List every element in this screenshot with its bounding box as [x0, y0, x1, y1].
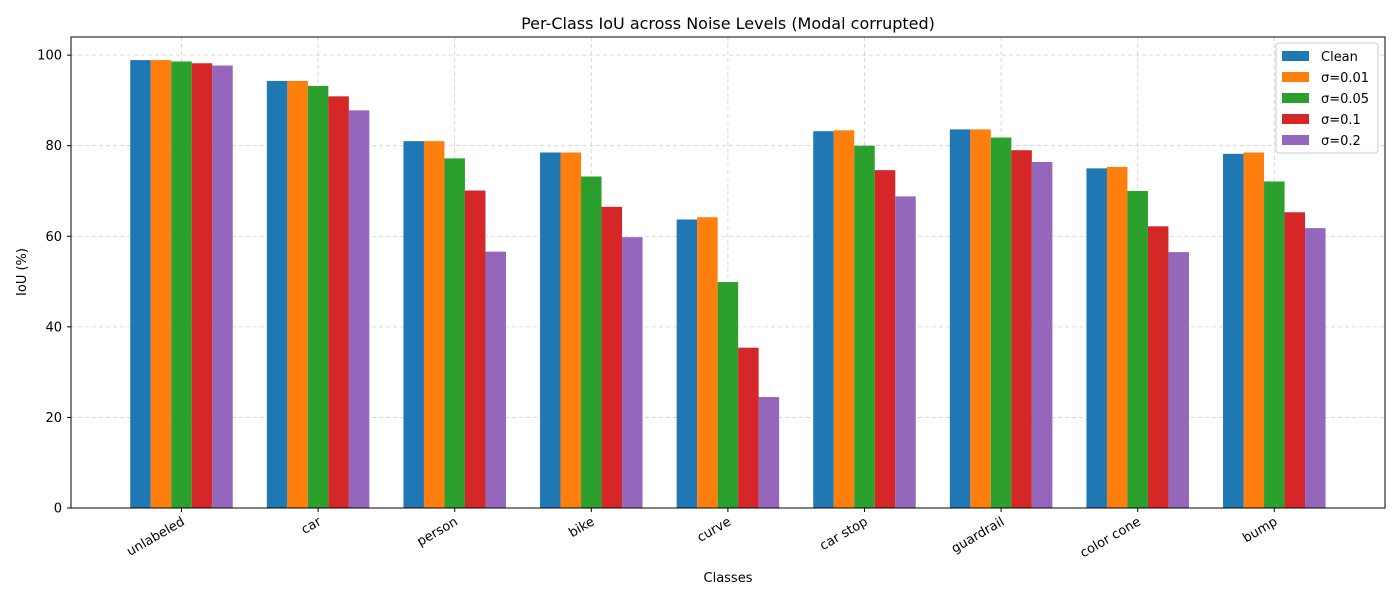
bar	[854, 145, 875, 508]
bar	[949, 129, 971, 508]
bar	[874, 170, 896, 508]
bar	[464, 190, 486, 508]
bar	[601, 206, 623, 508]
x-axis-label: Classes	[704, 571, 753, 586]
bar	[191, 63, 213, 509]
x-tick-label: unlabeled	[124, 514, 187, 559]
y-tick-label: 80	[45, 139, 62, 154]
bar	[1243, 152, 1265, 508]
x-tick-label: curve	[695, 514, 734, 545]
legend-label: σ=0.2	[1321, 134, 1361, 149]
bar	[622, 237, 643, 509]
legend-label: Clean	[1321, 50, 1358, 65]
bar	[1031, 161, 1053, 508]
bar	[560, 152, 582, 508]
bar	[1086, 168, 1107, 508]
bar	[287, 80, 308, 508]
bar	[1106, 166, 1128, 508]
y-tick-label: 40	[45, 320, 62, 335]
x-tick-label: car stop	[817, 514, 870, 553]
bar	[717, 282, 739, 508]
bar	[444, 158, 465, 508]
bar	[1284, 212, 1306, 508]
legend-swatch	[1282, 51, 1309, 61]
bar	[266, 80, 288, 508]
bar	[150, 60, 172, 509]
bar	[423, 141, 445, 509]
legend-swatch	[1282, 114, 1309, 124]
bar	[1011, 150, 1032, 508]
bar	[1264, 181, 1285, 508]
bar	[540, 152, 561, 508]
bar	[171, 61, 192, 508]
bar	[970, 129, 991, 508]
chart-title: Per-Class IoU across Noise Levels (Modal…	[521, 14, 935, 33]
bar	[758, 397, 780, 508]
x-tick-label: person	[415, 514, 461, 549]
x-tick-label: color cone	[1078, 514, 1144, 561]
legend-label: σ=0.01	[1321, 71, 1369, 86]
legend-label: σ=0.05	[1321, 92, 1369, 107]
legend-swatch	[1282, 135, 1309, 145]
x-tick-label: bump	[1240, 514, 1280, 546]
legend: Clean σ=0.01 σ=0.05 σ=0.1 σ=0.2	[1275, 42, 1379, 154]
bar	[212, 65, 233, 508]
bar	[1223, 153, 1244, 508]
bar	[328, 96, 349, 508]
bar	[403, 141, 424, 509]
bar	[348, 110, 370, 508]
bar	[990, 137, 1012, 508]
bar	[1147, 226, 1169, 508]
x-axis-ticks: unlabeled car person bike curve car stop guard…	[124, 508, 1280, 561]
legend-label: σ=0.1	[1321, 113, 1361, 128]
legend-swatch	[1282, 72, 1309, 82]
bar	[1127, 190, 1148, 508]
y-tick-label: 100	[37, 49, 62, 64]
y-tick-label: 60	[45, 230, 62, 245]
bar	[1168, 252, 1189, 508]
y-axis-label: IoU (%)	[15, 248, 30, 296]
bar	[813, 131, 834, 508]
bar	[676, 219, 698, 508]
y-tick-label: 20	[45, 411, 62, 426]
bar	[833, 130, 855, 508]
bar	[130, 60, 151, 509]
x-tick-label: guardrail	[949, 514, 1007, 556]
bar	[581, 176, 602, 508]
bar	[307, 85, 329, 509]
bar	[1305, 228, 1326, 508]
x-tick-label: car	[299, 514, 325, 538]
y-axis-ticks: 0 20 40 60 80 100	[37, 49, 71, 517]
bar	[485, 251, 506, 509]
legend-swatch	[1282, 93, 1309, 103]
bar	[697, 217, 718, 508]
bar	[738, 347, 759, 508]
y-tick-label: 0	[54, 502, 62, 517]
legend-box	[1275, 42, 1379, 154]
bar	[895, 196, 916, 508]
x-tick-label: bike	[566, 514, 597, 540]
bars	[130, 60, 1326, 509]
